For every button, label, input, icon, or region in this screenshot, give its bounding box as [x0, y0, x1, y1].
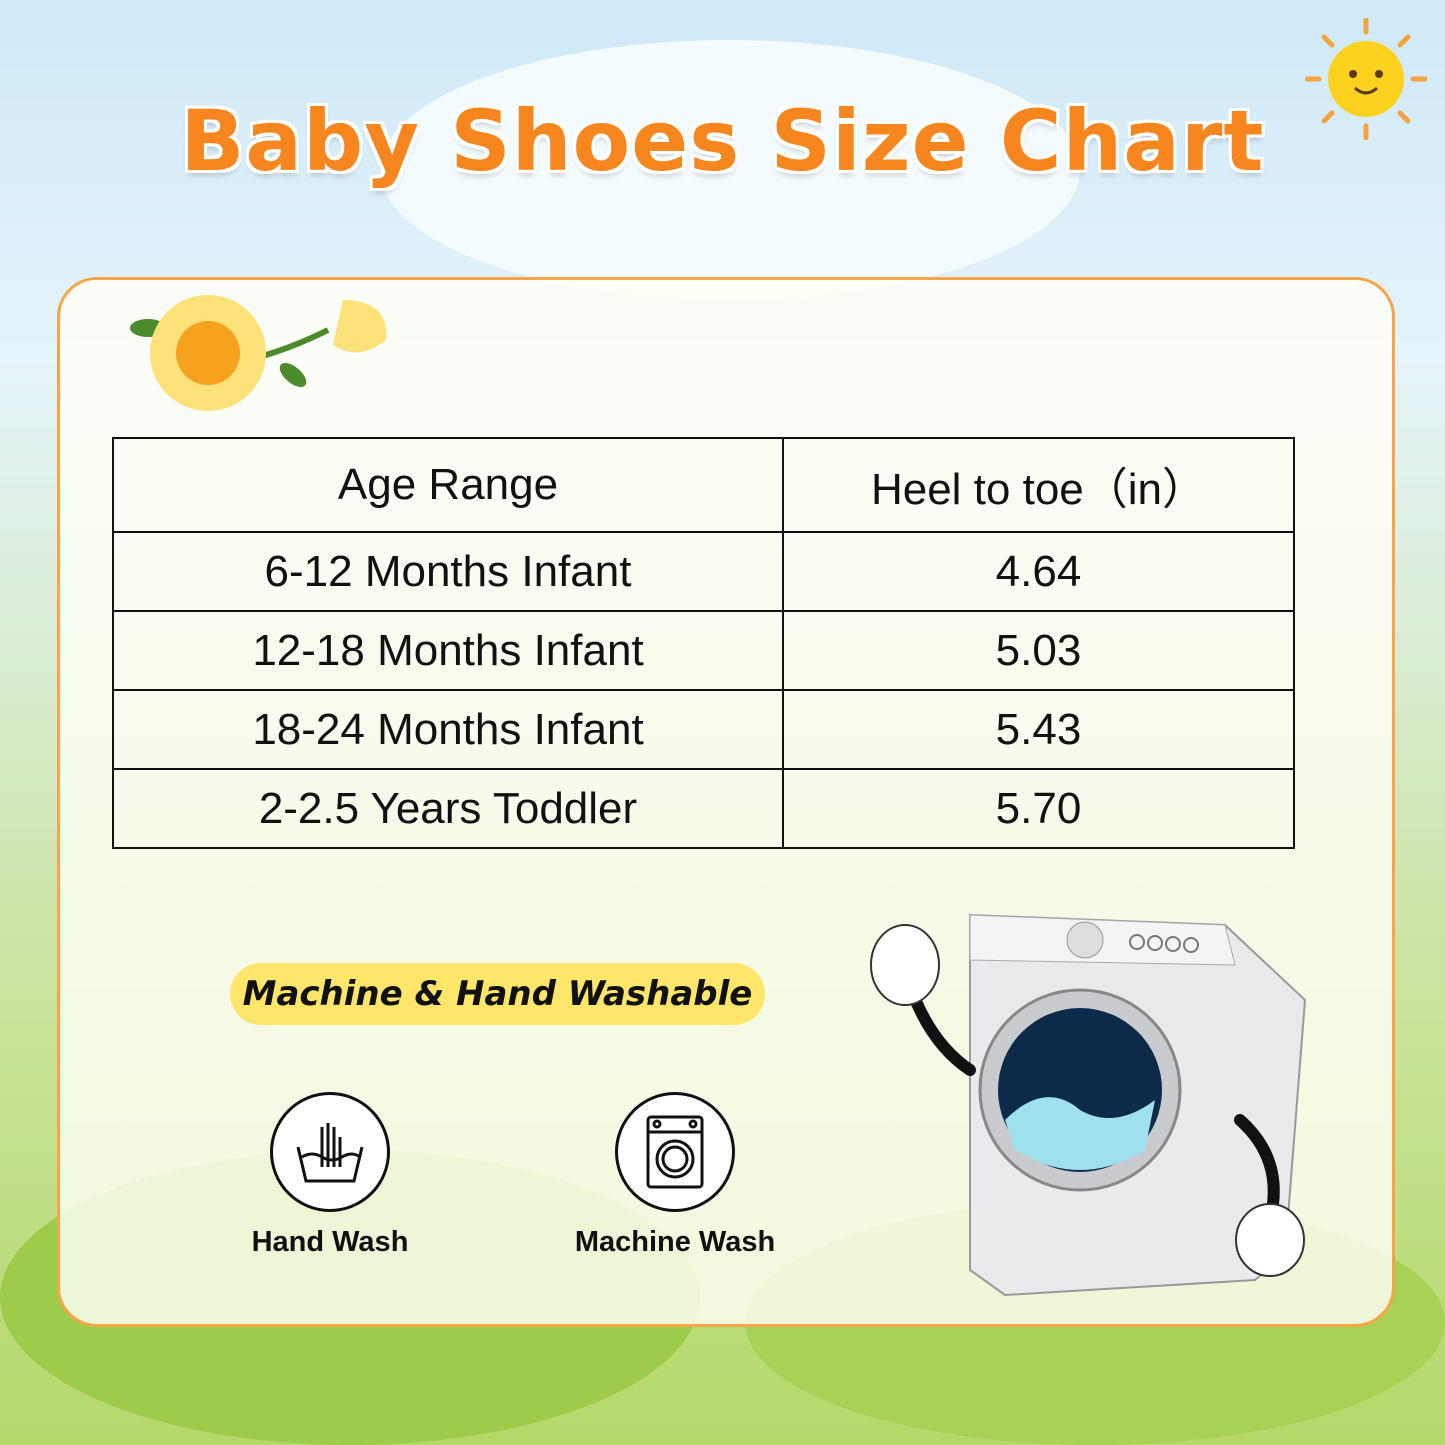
machine-wash-label: Machine Wash — [574, 1226, 776, 1258]
age-cell: 18-24 Months Infant — [112, 689, 784, 770]
table-row: 6-12 Months Infant 4.64 — [112, 531, 1295, 612]
table-row: 12-18 Months Infant 5.03 — [112, 610, 1295, 691]
table-header-row: Age Range Heel to toe（in） — [112, 437, 1295, 533]
age-cell: 12-18 Months Infant — [112, 610, 784, 691]
table-row: 2-2.5 Years Toddler 5.70 — [112, 768, 1295, 849]
age-cell: 2-2.5 Years Toddler — [112, 768, 784, 849]
flower-decoration-icon — [130, 295, 387, 411]
age-cell: 6-12 Months Infant — [112, 531, 784, 612]
background-cloud — [380, 40, 1080, 300]
page-title: Baby Shoes Size Chart — [180, 92, 1265, 190]
length-cell: 5.43 — [782, 689, 1295, 770]
hand-wash-item: Hand Wash — [230, 1092, 430, 1259]
length-cell: 5.70 — [782, 768, 1295, 849]
size-table: Age Range Heel to toe（in） 6-12 Months In… — [112, 437, 1295, 849]
length-cell: 4.64 — [782, 531, 1295, 612]
header-heel-to-toe: Heel to toe（in） — [782, 437, 1295, 533]
hand-wash-icon — [270, 1092, 390, 1212]
machine-wash-item: Machine Wash — [565, 1092, 785, 1259]
machine-wash-icon — [615, 1092, 735, 1212]
washing-machine-mascot — [870, 913, 1307, 1297]
header-age-range: Age Range — [112, 437, 784, 533]
sun-icon — [1305, 18, 1427, 140]
washable-badge: Machine & Hand Washable — [230, 963, 765, 1025]
hand-wash-label: Hand Wash — [251, 1226, 409, 1258]
length-cell: 5.03 — [782, 610, 1295, 691]
table-row: 18-24 Months Infant 5.43 — [112, 689, 1295, 770]
